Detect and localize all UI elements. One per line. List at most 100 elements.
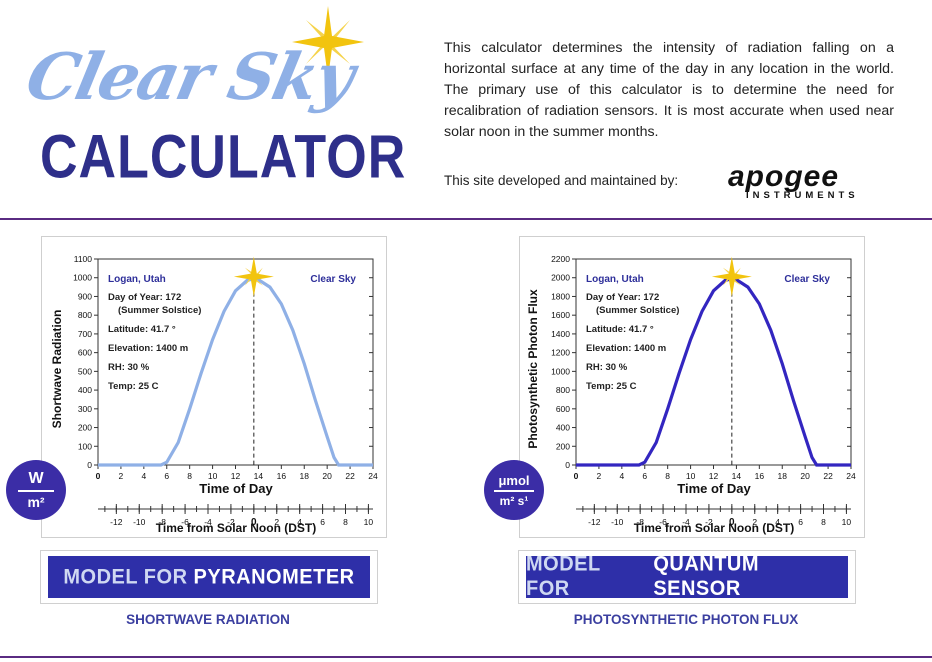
x2-tick-label: 8 [821,517,826,527]
y-tick-label: 1000 [551,366,570,376]
x2-tick-label: 2 [274,517,279,527]
chart-location: Logan, Utah [586,274,644,285]
x2-tick-label: -6 [181,517,189,527]
x-tick-label: 22 [823,471,833,481]
chart-x2label: Time from Solar Noon (DST) [634,521,794,535]
chart-info-temp: Temp: 25 C [108,381,159,392]
x2-tick-label: -10 [133,517,146,527]
x2-tick-label: -2 [705,517,713,527]
x-tick-label: 6 [164,471,169,481]
y-tick-label: 400 [78,385,92,395]
header-divider [0,218,932,220]
x-tick-label: 10 [208,471,218,481]
chart-sky: Clear Sky [310,274,356,285]
chart-sky: Clear Sky [784,274,830,285]
y-tick-label: 800 [556,385,570,395]
x2-tick-label: 2 [752,517,757,527]
y-tick-label: 1400 [551,329,570,339]
unit-bottom: m² [27,494,45,510]
button-highlight: PYRANOMETER [193,564,355,589]
x2-tick-label: 0 [729,517,735,528]
x-tick-label: 4 [619,471,624,481]
x-tick-label: 8 [187,471,192,481]
x-tick-label: 14 [254,471,264,481]
chart-info-temp: Temp: 25 C [586,381,637,392]
y-tick-label: 200 [556,441,570,451]
x2-tick-label: 6 [320,517,325,527]
unit-fraction-bar [18,490,54,492]
chart-ylabel: Shortwave Radiation [50,310,64,429]
x2-tick-label: 4 [775,517,780,527]
x2-tick-label: 8 [343,517,348,527]
x2-tick-label: -4 [204,517,212,527]
x-tick-label: 20 [800,471,810,481]
chart-info-solstice: (Summer Solstice) [118,305,201,316]
model-quantum-sensor-button[interactable]: MODEL FOR QUANTUM SENSOR [526,552,848,601]
y-tick-label: 1800 [551,291,570,301]
chart-info-day: Day of Year: 172 [108,292,181,303]
chart-xlabel: Time of Day [677,481,751,496]
y-tick-label: 2000 [551,273,570,283]
pyranometer-button-frame: MODEL FOR PYRANOMETER [40,550,378,604]
y-tick-label: 800 [78,310,92,320]
x-tick-label: 20 [322,471,332,481]
sun-icon [711,256,752,297]
apogee-logo[interactable]: apogee INSTRUMENTS [728,160,859,201]
apogee-brand: apogee [728,160,840,193]
star-icon [292,6,364,78]
x-tick-label: 22 [345,471,355,481]
ppf-chart-card[interactable]: 0 200 400 600 800 1000 1200 1400 1600 1800 2000 220… [519,236,865,538]
shortwave-chart-card[interactable]: 0 100 200 300 400 500 600 700 800 900 1000 1100 0 2 4 6… [41,236,387,538]
y-tick-label: 1600 [551,310,570,320]
x-tick-label: 0 [574,471,579,481]
button-prefix: MODEL FOR [526,552,601,601]
y-tick-label: 0 [87,460,92,470]
chart-info-elevation: Elevation: 1400 m [586,343,666,354]
x-tick-label: 8 [665,471,670,481]
logo-calculator-text: CALCULATOR [40,123,407,192]
y-tick-label: 600 [78,348,92,358]
y-tick-label: 1100 [74,254,93,264]
x-tick-label: 4 [141,471,146,481]
unit-fraction-bar [494,489,534,492]
y-tick-label: 700 [78,329,92,339]
chart-info-latitude: Latitude: 41.7 ° [586,324,654,335]
x2-tick-label: 10 [364,517,374,527]
ppf-caption: PHOTOSYNTHETIC PHOTON FLUX [573,612,799,627]
x2-tick-label: 6 [798,517,803,527]
model-pyranometer-button[interactable]: MODEL FOR PYRANOMETER [48,556,370,598]
x2-tick-label: -12 [588,517,601,527]
x-tick-label: 16 [755,471,765,481]
chart-info-day: Day of Year: 172 [586,292,659,303]
x-tick-label: 2 [119,471,124,481]
chart-info-elevation: Elevation: 1400 m [108,343,188,354]
chart-info-latitude: Latitude: 41.7 ° [108,324,176,335]
button-highlight: QUANTUM SENSOR [653,552,760,601]
y-tick-label: 100 [78,441,92,451]
sun-star-shape [711,256,752,297]
x-tick-label: 24 [846,471,856,481]
x-tick-label: 14 [732,471,742,481]
x2-tick-label: 4 [297,517,302,527]
quantum-button-frame: MODEL FOR QUANTUM SENSOR [518,550,856,604]
y-tick-label: 600 [556,404,570,414]
x2-tick-label: -4 [682,517,690,527]
chart-info-rh: RH: 30 % [586,362,628,373]
chart-info-solstice: (Summer Solstice) [596,305,679,316]
developer-label: This site developed and maintained by: [444,173,679,188]
y-tick-label: 400 [556,423,570,433]
x2-tick-label: 0 [251,517,257,528]
ppf-chart: 0200400600800100012001400160018002000220… [526,254,856,535]
x-tick-label: 10 [686,471,696,481]
y-tick-label: 2200 [551,254,570,264]
x-tick-label: 0 [96,471,101,481]
chart-x2label: Time from Solar Noon (DST) [156,521,316,535]
chart-xlabel: Time of Day [199,481,273,496]
x2-tick-label: 10 [842,517,852,527]
intro-text: This calculator determines the intensity… [444,40,894,140]
chart-ylabel: Photosynthetic Photon Flux [526,289,540,449]
x2-tick-label: -10 [611,517,624,527]
x-tick-label: 18 [778,471,788,481]
unit-badge-umol: μmol m² s¹ [484,460,544,520]
